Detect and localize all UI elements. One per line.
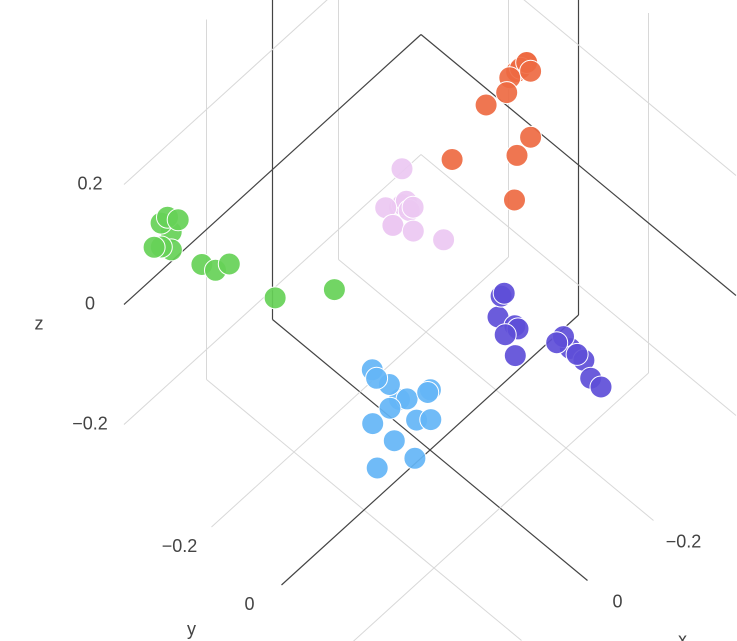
x-tick-label: 0 <box>612 591 622 611</box>
y-tick-label: −0.2 <box>162 536 198 556</box>
point <box>382 429 406 453</box>
point <box>589 375 613 399</box>
point <box>378 396 402 420</box>
z-tick-label: 0.2 <box>77 173 102 193</box>
grid-line <box>281 314 579 586</box>
z-tick-label: 0 <box>85 293 95 313</box>
point <box>565 342 589 366</box>
x-axis-title: x <box>678 629 687 641</box>
point <box>403 446 427 470</box>
point <box>495 81 519 105</box>
point <box>503 188 526 212</box>
point <box>322 278 346 302</box>
y-axis-title: y <box>187 619 196 639</box>
grid-line <box>211 256 509 528</box>
point <box>492 281 516 305</box>
point <box>401 219 425 243</box>
point <box>390 157 414 181</box>
point <box>505 143 529 167</box>
point <box>142 235 166 259</box>
point <box>365 366 389 390</box>
point <box>361 412 385 436</box>
point <box>519 59 543 83</box>
grid-line <box>420 154 737 416</box>
point <box>166 208 190 232</box>
point <box>519 125 543 149</box>
point <box>474 93 498 117</box>
point <box>545 331 569 355</box>
grid-line <box>420 34 737 296</box>
point <box>401 195 425 219</box>
grid-line <box>123 0 328 185</box>
grid-line <box>523 0 737 176</box>
z-axis-title: z <box>35 313 44 333</box>
point <box>217 252 241 276</box>
point <box>365 456 389 480</box>
grid-line <box>352 372 649 641</box>
point <box>440 148 464 171</box>
point <box>263 286 287 310</box>
point <box>493 323 517 347</box>
point <box>503 344 527 368</box>
point <box>419 408 443 432</box>
z-tick-label: −0.2 <box>72 413 108 433</box>
point <box>432 228 456 252</box>
point <box>416 381 440 404</box>
y-tick-label: 0 <box>244 594 254 614</box>
x-tick-label: −0.2 <box>666 531 702 551</box>
point <box>381 213 405 237</box>
